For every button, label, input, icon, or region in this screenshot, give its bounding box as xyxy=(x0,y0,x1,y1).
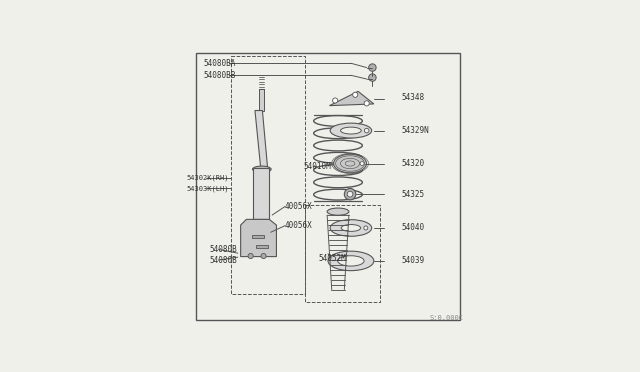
Polygon shape xyxy=(255,110,268,171)
Ellipse shape xyxy=(333,154,367,173)
Bar xyxy=(253,168,269,219)
Bar xyxy=(256,245,268,248)
Text: 40056X: 40056X xyxy=(285,202,313,211)
Circle shape xyxy=(364,101,369,106)
Text: 40056X: 40056X xyxy=(285,221,313,230)
Ellipse shape xyxy=(330,219,372,236)
Circle shape xyxy=(344,189,356,200)
Text: 54052M: 54052M xyxy=(319,254,347,263)
Circle shape xyxy=(353,92,358,97)
Text: 54320: 54320 xyxy=(401,159,424,168)
Text: S:0.000C: S:0.000C xyxy=(429,315,464,321)
Text: 54080BB: 54080BB xyxy=(204,71,236,80)
Text: 54080B: 54080B xyxy=(209,256,237,264)
Text: 54080B: 54080B xyxy=(209,245,237,254)
Text: 54010M: 54010M xyxy=(303,162,332,171)
Circle shape xyxy=(360,161,364,166)
Bar xyxy=(252,235,264,238)
Ellipse shape xyxy=(253,166,271,172)
Text: 54303K(LH): 54303K(LH) xyxy=(186,185,228,192)
Ellipse shape xyxy=(340,127,361,134)
Bar xyxy=(259,89,264,110)
Circle shape xyxy=(364,128,369,133)
Circle shape xyxy=(333,98,338,103)
Ellipse shape xyxy=(327,208,349,215)
Text: 54039: 54039 xyxy=(401,256,424,265)
Polygon shape xyxy=(330,92,374,106)
Circle shape xyxy=(261,253,266,259)
Circle shape xyxy=(248,253,253,259)
Text: 54348: 54348 xyxy=(401,93,424,102)
Ellipse shape xyxy=(341,225,361,231)
Circle shape xyxy=(369,74,376,81)
Circle shape xyxy=(364,226,368,230)
Text: 54329N: 54329N xyxy=(401,126,429,135)
Polygon shape xyxy=(241,219,276,257)
Ellipse shape xyxy=(338,256,364,266)
Ellipse shape xyxy=(328,251,374,271)
Text: 54040: 54040 xyxy=(401,224,424,232)
Circle shape xyxy=(347,191,353,197)
Ellipse shape xyxy=(330,123,372,138)
Circle shape xyxy=(369,64,376,71)
Text: 54325: 54325 xyxy=(401,190,424,199)
Text: 54080BA: 54080BA xyxy=(204,59,236,68)
Text: 54302K(RH): 54302K(RH) xyxy=(186,174,228,181)
